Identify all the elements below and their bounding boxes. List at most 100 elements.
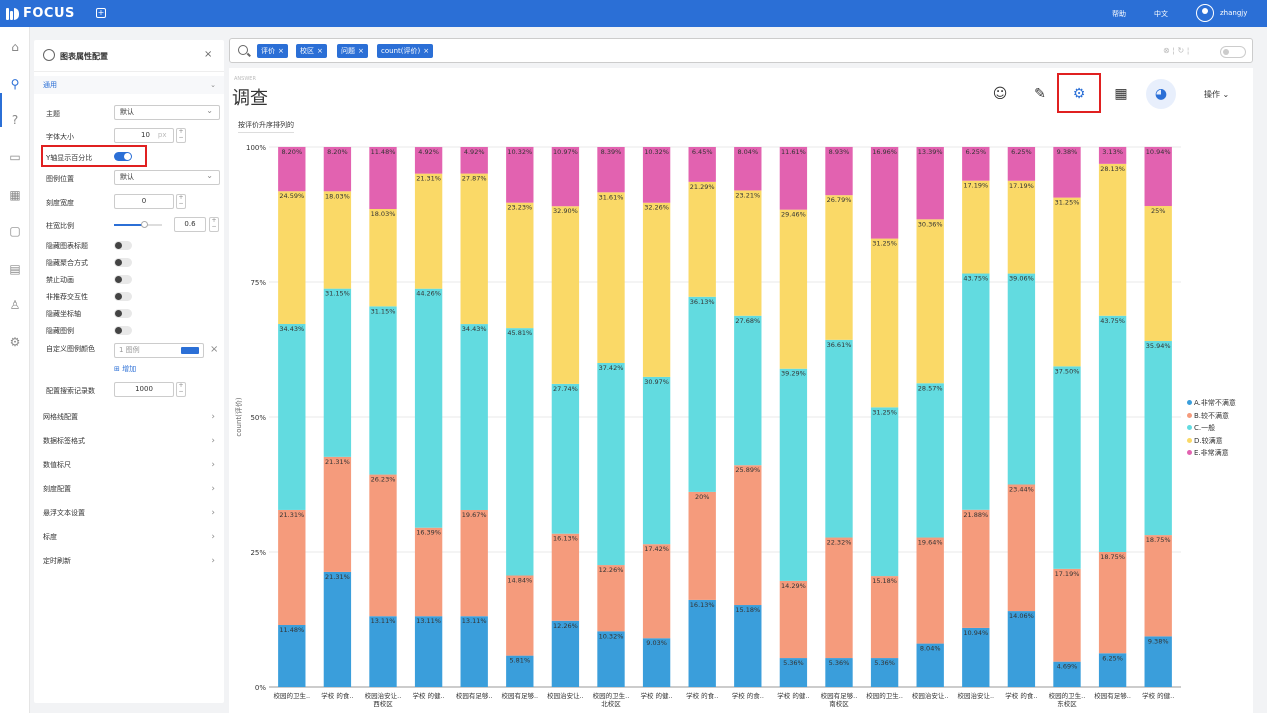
avatar[interactable] xyxy=(1196,4,1214,22)
bar-segment xyxy=(323,147,352,192)
auto-refresh-section[interactable]: 定时刷新 xyxy=(34,550,224,572)
search-chip[interactable]: 校区 × xyxy=(296,44,327,58)
tooltip-config-section[interactable]: 悬浮文本设置 xyxy=(34,502,224,524)
bar-segment xyxy=(551,383,580,534)
bar-segment xyxy=(369,616,397,687)
bar-segment xyxy=(414,173,443,289)
bar-segment xyxy=(870,407,899,577)
data-label: 6.45% xyxy=(692,148,713,156)
bar-ratio-slider[interactable] xyxy=(114,221,162,228)
clear-icon[interactable]: ⊗ ¦ ↻ ¦ xyxy=(1163,46,1190,55)
help-link[interactable]: 帮助 xyxy=(1112,10,1126,18)
search-chip[interactable]: count(评价) × xyxy=(377,44,434,58)
question-icon[interactable]: ? xyxy=(11,113,19,127)
data-label: 6.25% xyxy=(1102,654,1123,662)
section-general[interactable]: 通用 ⌄ xyxy=(34,76,224,94)
tick-config-section[interactable]: 刻度配置 xyxy=(34,478,224,500)
bar-segment xyxy=(414,616,443,687)
color-swatch[interactable] xyxy=(181,347,199,354)
fontsize-stepper[interactable]: + − xyxy=(176,128,186,143)
pie-chart-icon[interactable]: ◕ xyxy=(1154,86,1168,102)
operations-menu[interactable]: 操作 ⌄ xyxy=(1204,90,1230,99)
interactivity-toggle[interactable] xyxy=(114,292,132,301)
x-tick-label: 校园的卫生.. xyxy=(593,691,630,700)
data-label: 13.11% xyxy=(462,617,487,625)
grid-config-section[interactable]: 网格线配置 xyxy=(34,406,224,428)
board-icon[interactable]: ▭ xyxy=(9,150,21,164)
legend-item[interactable]: E.非常满意 xyxy=(1187,447,1236,460)
legend-item[interactable]: D.较满意 xyxy=(1187,435,1236,448)
search-nav-icon[interactable]: ⚲ xyxy=(10,77,20,91)
settings-nav-icon[interactable]: ⚙ xyxy=(9,335,21,349)
disable-animation-toggle[interactable] xyxy=(114,275,132,284)
theme-label: 主题 xyxy=(46,110,60,118)
table-icon[interactable]: ▦ xyxy=(9,188,21,202)
x-tick-label: 学校 的健.. xyxy=(640,691,672,700)
fontsize-input[interactable]: 10 px xyxy=(114,128,174,143)
search-bar[interactable]: 评价 × 校区 × 问题 × count(评价) × ⊗ ¦ ↻ ¦ xyxy=(229,38,1253,63)
data-label: 37.42% xyxy=(599,364,624,372)
chart-settings-icon[interactable]: ⚙ xyxy=(1072,86,1086,102)
data-label: 35.94% xyxy=(1146,342,1171,350)
legend-swatch xyxy=(1187,425,1192,430)
data-label: 8.04% xyxy=(737,148,758,156)
username[interactable]: zhangjy xyxy=(1220,9,1248,17)
custom-color-input[interactable]: 1 图例 xyxy=(114,343,204,358)
tick-width-input[interactable]: 0 xyxy=(114,194,174,209)
data-label: 22.32% xyxy=(827,539,852,547)
data-label: 17.19% xyxy=(1009,182,1034,190)
data-label-format-section[interactable]: 数据标签格式 xyxy=(34,430,224,452)
search-chip[interactable]: 问题 × xyxy=(337,44,368,58)
data-label: 18.03% xyxy=(371,210,396,218)
new-tab-icon[interactable]: + xyxy=(96,8,106,18)
language-switch[interactable]: 中文 xyxy=(1154,10,1168,18)
search-chip[interactable]: 评价 × xyxy=(257,44,288,58)
chart-view-button[interactable] xyxy=(1146,79,1176,109)
user-icon[interactable]: ♙ xyxy=(9,298,21,312)
close-icon[interactable]: × xyxy=(204,49,213,60)
hide-axis-toggle[interactable] xyxy=(114,309,132,318)
bar-segment xyxy=(825,339,853,538)
ypercent-toggle[interactable] xyxy=(114,152,132,161)
data-label: 28.57% xyxy=(918,384,943,392)
bar-segment xyxy=(962,509,990,628)
data-label: 37.50% xyxy=(1055,367,1080,375)
data-label: 17.19% xyxy=(1055,570,1080,578)
tick-width-stepper[interactable]: + − xyxy=(176,194,186,209)
data-label: 31.25% xyxy=(1055,199,1080,207)
search-mode-toggle[interactable] xyxy=(1220,46,1246,58)
x-group-label: 北校区 xyxy=(601,699,621,708)
data-icon[interactable]: ▤ xyxy=(9,262,21,276)
hide-title-toggle[interactable] xyxy=(114,241,132,250)
bar-ratio-input[interactable]: 0.6 xyxy=(174,217,206,232)
legend-item[interactable]: A.非常不满意 xyxy=(1187,397,1236,410)
hide-legend-toggle[interactable] xyxy=(114,326,132,335)
theme-select[interactable]: 默认 xyxy=(114,104,220,120)
data-label: 13.39% xyxy=(918,148,943,156)
legend-pos-select[interactable]: 默认 xyxy=(114,169,220,185)
data-label: 17.42% xyxy=(644,545,669,553)
legend-item[interactable]: C.一般 xyxy=(1187,422,1236,435)
bar-segment xyxy=(278,625,306,687)
app-logo[interactable]: FOCUS xyxy=(6,6,75,21)
pin-icon[interactable]: ✎ xyxy=(1034,86,1046,102)
search-count-input[interactable]: 1000 xyxy=(114,382,174,397)
gear-icon xyxy=(43,49,55,61)
x-tick-label: 学校 的健.. xyxy=(777,691,809,700)
bar-segment xyxy=(962,180,990,274)
slider-handle[interactable] xyxy=(141,221,148,228)
bar-segment xyxy=(825,537,853,659)
bar-ratio-stepper[interactable]: + − xyxy=(209,217,219,232)
table-view-icon[interactable]: ▦ xyxy=(1114,86,1128,102)
hide-agg-toggle[interactable] xyxy=(114,258,132,267)
comment-icon[interactable]: ☺ xyxy=(992,86,1008,102)
folder-icon[interactable]: ▢ xyxy=(9,224,21,238)
home-icon[interactable]: ⌂ xyxy=(11,40,19,54)
remove-color-icon[interactable]: × xyxy=(210,344,219,355)
bar-segment xyxy=(870,658,899,687)
add-color-button[interactable]: ⊞ 增加 xyxy=(114,365,137,373)
value-ruler-section[interactable]: 数值标尺 xyxy=(34,454,224,476)
legend-item[interactable]: B.较不满意 xyxy=(1187,410,1236,423)
scale-section[interactable]: 标度 xyxy=(34,526,224,548)
search-count-stepper[interactable]: + − xyxy=(176,382,186,397)
